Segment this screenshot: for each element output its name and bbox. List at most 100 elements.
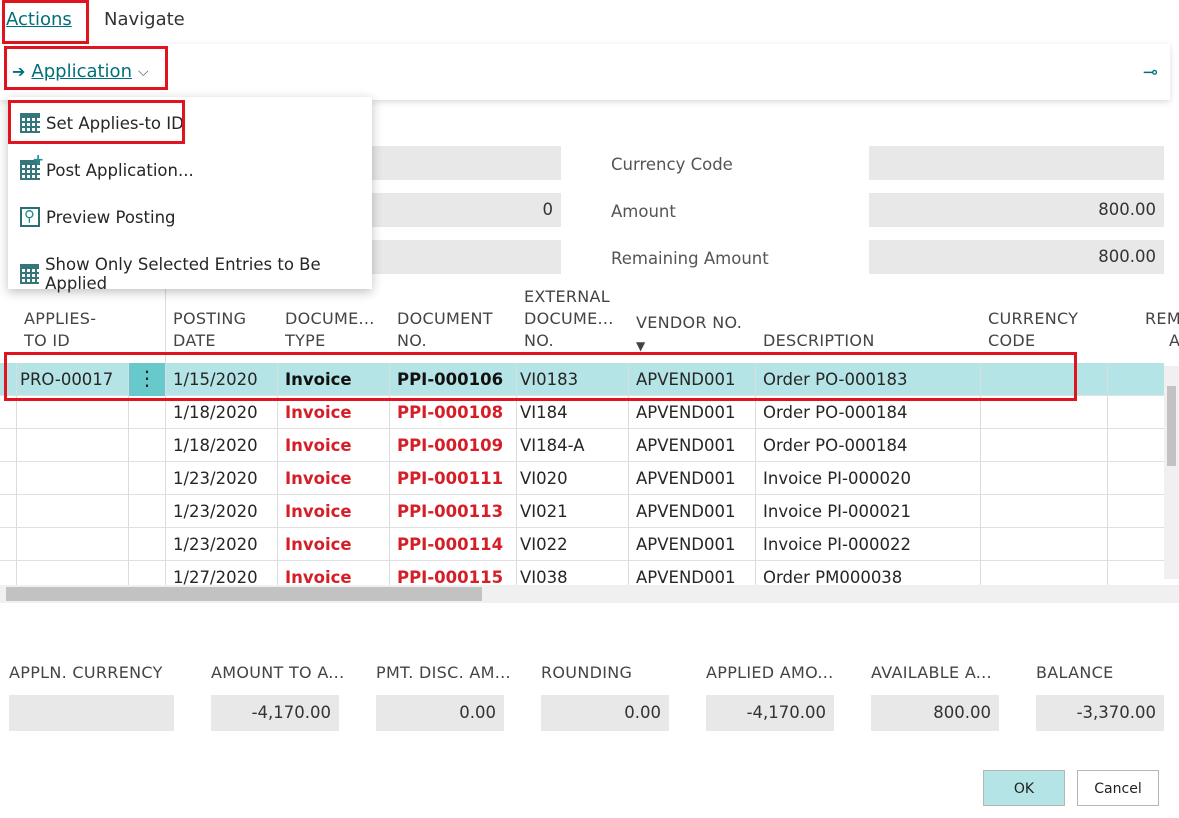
posting-date-cell: 1/23/2020 xyxy=(173,535,258,554)
available-amount-field[interactable]: 800.00 xyxy=(871,695,999,731)
cancel-button[interactable]: Cancel xyxy=(1077,770,1159,806)
amount-value: 800.00 xyxy=(1098,200,1156,219)
row-menu-icon[interactable]: ⋮ xyxy=(129,363,165,396)
description-cell: Invoice PI-000021 xyxy=(763,502,911,521)
document-type-cell: Invoice xyxy=(285,403,352,422)
description-cell: Invoice PI-000022 xyxy=(763,535,911,554)
table-row[interactable]: PRO-00017 ⋮ 1/15/2020 Invoice PPI-000106… xyxy=(0,363,1164,396)
vertical-scroll-thumb[interactable] xyxy=(1167,386,1176,466)
column-divider xyxy=(755,363,756,602)
vendor-no-cell: APVEND001 xyxy=(636,535,736,554)
menu-item-preview-posting[interactable]: Preview Posting xyxy=(20,207,176,227)
column-divider xyxy=(165,282,166,363)
document-type-cell: Invoice xyxy=(285,469,352,488)
pin-icon[interactable]: ⊸ xyxy=(1142,62,1158,83)
document-no-cell[interactable]: PPI-000114 xyxy=(397,535,504,554)
currency-code-field[interactable] xyxy=(869,146,1164,180)
column-divider xyxy=(389,363,390,602)
currency-code-label: Currency Code xyxy=(611,155,733,174)
balance-label: BALANCE xyxy=(1036,663,1114,682)
application-dropdown-menu: Set Applies-to ID Post Application... Pr… xyxy=(8,97,372,293)
rounding-value: 0.00 xyxy=(624,703,661,722)
posting-date-cell: 1/18/2020 xyxy=(173,436,258,455)
table-row[interactable]: 1/23/2020 Invoice PPI-000113 VI021 APVEN… xyxy=(0,495,1164,528)
remaining-amount-label: Remaining Amount xyxy=(611,249,769,268)
document-type-cell: Invoice xyxy=(285,502,352,521)
application-menu-button[interactable]: ➔ Application ⌵ xyxy=(12,61,149,82)
external-document-no-cell: VI184-A xyxy=(520,436,585,455)
posting-date-cell: 1/23/2020 xyxy=(173,502,258,521)
vertical-scrollbar[interactable] xyxy=(1164,366,1179,579)
amount-to-apply-field[interactable]: -4,170.00 xyxy=(211,695,339,731)
description-cell: Order PO-000184 xyxy=(763,403,908,422)
applied-amount-field[interactable]: -4,170.00 xyxy=(706,695,834,731)
column-header-vendor-no[interactable]: VENDOR NO. ▼ xyxy=(636,313,743,353)
applied-amount-value: -4,170.00 xyxy=(746,703,826,722)
column-divider xyxy=(165,363,166,602)
document-type-cell: Invoice xyxy=(285,568,352,587)
horizontal-scroll-thumb[interactable] xyxy=(6,587,482,601)
post-application-icon xyxy=(20,152,44,180)
tab-actions[interactable]: Actions xyxy=(6,9,72,30)
document-type-cell: Invoice xyxy=(285,370,352,389)
remaining-amount-field[interactable]: 800.00 xyxy=(869,240,1164,274)
column-divider xyxy=(980,363,981,602)
document-no-cell[interactable]: PPI-000108 xyxy=(397,403,504,422)
document-no-cell[interactable]: PPI-000106 xyxy=(397,370,504,389)
pmt-disc-field[interactable]: 0.00 xyxy=(376,695,504,731)
action-tabs: Actions Navigate xyxy=(0,0,1179,44)
available-amount-value: 800.00 xyxy=(933,703,991,722)
posting-date-cell: 1/15/2020 xyxy=(173,370,258,389)
amount-to-apply-value: -4,170.00 xyxy=(251,703,331,722)
document-no-cell[interactable]: PPI-000109 xyxy=(397,436,504,455)
menu-item-label: Post Application... xyxy=(46,160,194,180)
show-selected-entries-icon xyxy=(20,264,40,284)
column-divider xyxy=(16,363,17,602)
table-row[interactable]: 1/18/2020 Invoice PPI-000109 VI184-A APV… xyxy=(0,429,1164,462)
column-header-description[interactable]: DESCRIPTION xyxy=(763,331,875,350)
menu-item-set-applies-to-id[interactable]: Set Applies-to ID xyxy=(20,113,184,133)
vendor-no-cell: APVEND001 xyxy=(636,502,736,521)
appln-currency-field[interactable] xyxy=(9,695,174,731)
tab-navigate[interactable]: Navigate xyxy=(104,9,185,30)
highlight-selected-row xyxy=(4,352,1077,401)
horizontal-scrollbar[interactable] xyxy=(0,585,1179,603)
menu-item-label: Set Applies-to ID xyxy=(46,113,184,133)
balance-field[interactable]: -3,370.00 xyxy=(1036,695,1164,731)
table-row[interactable]: 1/23/2020 Invoice PPI-000114 VI022 APVEN… xyxy=(0,528,1164,561)
pmt-disc-label: PMT. DISC. AM... xyxy=(376,663,511,682)
menu-item-post-application[interactable]: Post Application... xyxy=(20,152,194,180)
column-header-document-no[interactable]: DOCUMENT NO. xyxy=(397,309,493,350)
document-no-cell[interactable]: PPI-000115 xyxy=(397,568,504,587)
table-row[interactable]: 1/18/2020 Invoice PPI-000108 VI184 APVEN… xyxy=(0,396,1164,429)
description-cell: Invoice PI-000020 xyxy=(763,469,911,488)
application-label: Application xyxy=(31,61,132,82)
column-divider xyxy=(628,363,629,602)
amount-field[interactable]: 800.00 xyxy=(869,193,1164,227)
external-document-no-cell: VI038 xyxy=(520,568,568,587)
document-no-cell[interactable]: PPI-000111 xyxy=(397,469,504,488)
highlight-application-button xyxy=(4,46,168,90)
column-header-external-document-no[interactable]: EXTERNAL DOCUME... NO. xyxy=(524,287,614,350)
table-row[interactable]: 1/23/2020 Invoice PPI-000111 VI020 APVEN… xyxy=(0,462,1164,495)
external-document-no-cell: VI021 xyxy=(520,502,568,521)
column-divider xyxy=(1107,363,1108,602)
column-divider xyxy=(516,363,517,602)
column-header-document-type[interactable]: DOCUME... TYPE xyxy=(285,309,375,350)
column-header-currency-code[interactable]: CURRENCY CODE xyxy=(988,309,1079,350)
document-no-cell[interactable]: PPI-000113 xyxy=(397,502,504,521)
available-amount-label: AVAILABLE A... xyxy=(871,663,992,682)
filter-icon: ▼ xyxy=(636,339,646,353)
ok-button[interactable]: OK xyxy=(983,770,1065,806)
rounding-field[interactable]: 0.00 xyxy=(541,695,669,731)
column-header-posting-date[interactable]: POSTING DATE xyxy=(173,309,247,350)
description-cell: Order PO-000184 xyxy=(763,436,908,455)
document-type-cell: Invoice xyxy=(285,535,352,554)
balance-value: -3,370.00 xyxy=(1076,703,1156,722)
menu-item-show-selected-entries[interactable]: Show Only Selected Entries to Be Applied xyxy=(20,255,372,293)
column-header-remaining[interactable]: REM A xyxy=(1145,309,1179,350)
column-header-applies-to-id[interactable]: APPLIES- TO ID xyxy=(24,309,97,350)
arrow-right-icon: ➔ xyxy=(12,62,26,81)
menu-item-label: Show Only Selected Entries to Be Applied xyxy=(45,255,321,293)
amount-label: Amount xyxy=(611,202,676,221)
